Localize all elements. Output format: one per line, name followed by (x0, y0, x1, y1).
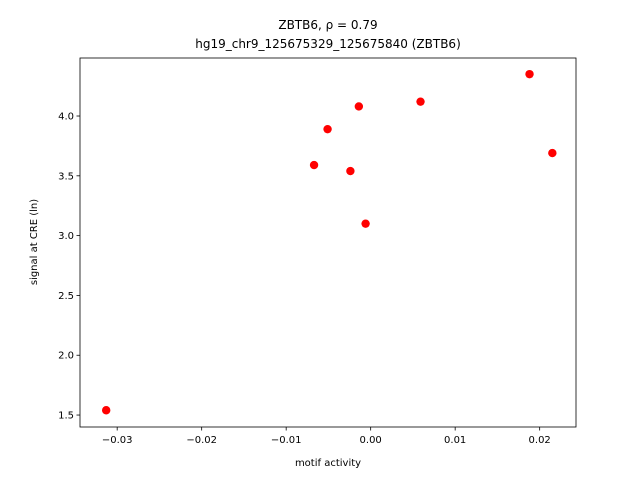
x-tick-label: −0.02 (186, 435, 217, 446)
x-tick-label: −0.03 (102, 435, 133, 446)
data-point (548, 148, 557, 158)
x-axis-label: motif activity (295, 458, 361, 469)
y-tick-label: 2.0 (58, 351, 74, 362)
data-point (416, 97, 425, 106)
chart-subtitle: hg19_chr9_125675329_125675840 (ZBTB6) (195, 37, 461, 51)
y-tick-label: 4.0 (58, 112, 74, 123)
chart-title: ZBTB6, ρ = 0.79 (278, 18, 377, 32)
x-tick-label: 0.01 (444, 435, 466, 446)
data-point (346, 166, 355, 176)
y-axis-label: signal at CRE (ln) (29, 199, 40, 285)
data-point (361, 219, 370, 228)
data-point (323, 124, 332, 134)
data-point (354, 102, 364, 111)
axes-frame (79, 57, 577, 428)
x-tick-label: 0.02 (529, 435, 551, 446)
data-point (525, 69, 534, 79)
plot-area: −0.03 −0.02 −0.01 0.00 0.01 0.02 1.5 2.0 2.5 3.0 3… (58, 69, 557, 446)
y-tick-label: 2.5 (58, 291, 74, 302)
data-point (309, 160, 319, 170)
data-point (101, 406, 111, 415)
x-tick-label: 0.00 (360, 435, 382, 446)
y-tick-label: 1.5 (58, 411, 74, 422)
y-tick-label: 3.5 (58, 171, 74, 182)
y-tick-label: 3.0 (58, 231, 74, 242)
x-tick-label: −0.01 (271, 435, 302, 446)
